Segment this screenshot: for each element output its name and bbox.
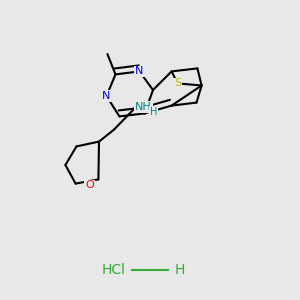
Text: H: H — [150, 107, 158, 117]
Text: H: H — [175, 263, 185, 277]
Text: S: S — [174, 78, 181, 88]
Text: N: N — [135, 66, 144, 76]
Text: O: O — [85, 180, 94, 190]
Text: NH: NH — [135, 102, 152, 112]
Text: N: N — [102, 91, 111, 101]
Text: HCl: HCl — [102, 263, 126, 277]
